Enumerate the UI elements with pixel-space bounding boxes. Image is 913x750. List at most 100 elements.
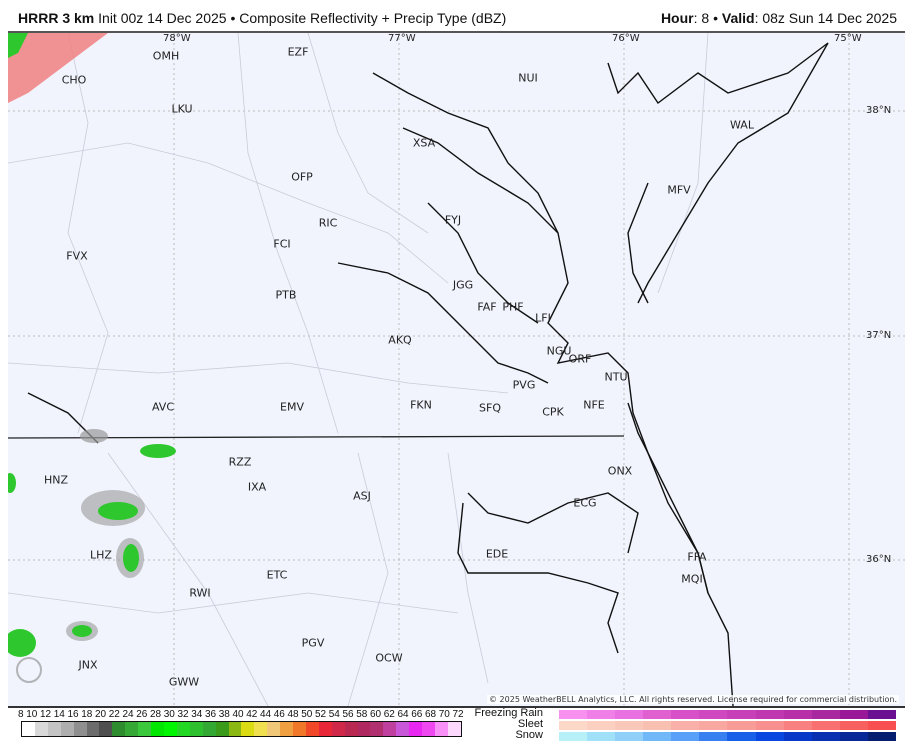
lat-label: 37°N (866, 330, 892, 341)
map-panel[interactable]: 78°W 77°W 76°W 75°W 38°N 37°N 36°N EZF O… (8, 31, 905, 708)
ptype-color-swatch (867, 710, 896, 719)
station-label: CPK (542, 405, 564, 419)
dbz-color-swatch (280, 722, 294, 736)
station-label: NGU (546, 344, 572, 358)
station-label: PHF (502, 300, 524, 314)
dbz-tick: 66 (411, 709, 423, 720)
separator: • (713, 10, 718, 26)
station-label: RIC (318, 216, 338, 230)
dbz-tick-labels: 8 10 12 14 16 18 20 22 24 26 28 30 32 34 36 38 40 42 44 46 4… (18, 709, 464, 720)
dbz-tick: 40 (232, 709, 244, 720)
station-label: EZF (287, 45, 309, 59)
dbz-color-swatch (383, 722, 397, 736)
dbz-color-swatch (215, 722, 229, 736)
dbz-tick: 30 (163, 709, 175, 720)
lon-label: 76°W (612, 33, 640, 44)
dbz-color-swatch (331, 722, 345, 736)
dbz-color-swatch (151, 722, 164, 736)
dbz-color-swatch (163, 722, 177, 736)
map-title: HRRR 3 km Init 00z 14 Dec 2025 • Composi… (18, 10, 506, 26)
separator: • (230, 10, 236, 26)
dbz-tick: 56 (342, 709, 354, 720)
ptype-color-swatch (699, 710, 728, 719)
ptype-color-swatch (671, 721, 700, 730)
dbz-color-swatch (86, 722, 100, 736)
county-lines (8, 33, 709, 706)
station-label: LKU (171, 102, 193, 116)
dbz-color-swatch (357, 722, 371, 736)
copyright-notice: © 2025 WeatherBELL Analytics, LLC. All r… (487, 695, 899, 704)
station-label: ONX (607, 464, 633, 478)
dbz-tick: 32 (177, 709, 189, 720)
dbz-tick: 28 (149, 709, 162, 720)
ptype-color-swatch (839, 710, 868, 719)
ptype-color-swatch (783, 732, 812, 741)
station-label: FKN (410, 398, 432, 412)
ptype-color-bar (559, 732, 896, 741)
ptype-color-swatch (727, 732, 756, 741)
station-label: JNX (78, 658, 98, 672)
dbz-tick: 68 (424, 709, 437, 720)
dbz-color-swatch (22, 722, 35, 736)
dbz-tick: 24 (122, 709, 134, 720)
dbz-color-swatch (318, 722, 332, 736)
station-label: AKQ (388, 333, 412, 347)
dbz-color-swatch (112, 722, 126, 736)
dbz-color-swatch (344, 722, 358, 736)
dbz-tick: 34 (191, 709, 203, 720)
station-label: HNZ (43, 473, 69, 487)
dbz-tick: 58 (356, 709, 368, 720)
dbz-color-swatch (99, 722, 113, 736)
dbz-tick: 54 (328, 709, 340, 720)
dbz-tick: 62 (383, 709, 395, 720)
station-label: SFQ (479, 401, 501, 415)
ptype-color-swatch (727, 721, 756, 730)
station-label: ECG (573, 496, 597, 510)
radar-echoes (8, 33, 176, 657)
station-label: RWI (189, 586, 211, 600)
dbz-color-swatch (447, 722, 461, 736)
dbz-tick: 46 (273, 709, 285, 720)
dbz-color-swatch (34, 722, 48, 736)
ptype-color-swatch (559, 710, 588, 719)
station-label: MFV (667, 183, 691, 197)
station-label: LHZ (90, 548, 112, 562)
dbz-tick: 14 (53, 709, 65, 720)
valid-value: 08z Sun 14 Dec 2025 (762, 10, 897, 26)
init-time: Init 00z 14 Dec 2025 (98, 10, 227, 26)
ptype-color-swatch (811, 721, 840, 730)
ptype-color-swatch (699, 721, 728, 730)
dbz-tick: 16 (67, 709, 79, 720)
ptype-color-swatch (643, 721, 672, 730)
hour-value: 8 (701, 10, 710, 26)
dbz-color-swatch (189, 722, 203, 736)
dbz-tick: 20 (94, 709, 107, 720)
dbz-color-swatch (228, 722, 242, 736)
valid-time-info: Hour: 8 • Valid: 08z Sun 14 Dec 2025 (660, 10, 897, 26)
station-label: LFI (535, 311, 551, 325)
dbz-tick: 36 (204, 709, 217, 720)
ptype-color-swatch (643, 732, 672, 741)
station-label: ETC (266, 568, 288, 582)
graticule (8, 33, 905, 706)
ptype-color-swatch (783, 710, 812, 719)
lon-label: 77°W (388, 33, 416, 44)
ptype-color-swatch (811, 732, 840, 741)
station-label: EDE (485, 547, 509, 561)
station-label: XSA (412, 136, 436, 150)
ptype-color-swatch (615, 721, 644, 730)
ptype-color-swatch (587, 721, 616, 730)
dbz-color-swatch (422, 722, 435, 736)
ptype-label: Freezing Rain (474, 707, 543, 719)
ptype-color-swatch (699, 732, 728, 741)
dbz-tick: 72 (452, 709, 464, 720)
station-label: RZZ (228, 455, 252, 469)
dbz-color-bar (21, 721, 462, 737)
station-label: AVC (151, 400, 175, 414)
station-label: FYJ (444, 213, 462, 227)
dbz-tick: 48 (287, 709, 299, 720)
dbz-color-swatch (293, 722, 306, 736)
station-label: IXA (247, 480, 267, 494)
ptype-color-swatch (615, 732, 644, 741)
ptype-color-swatch (727, 710, 756, 719)
